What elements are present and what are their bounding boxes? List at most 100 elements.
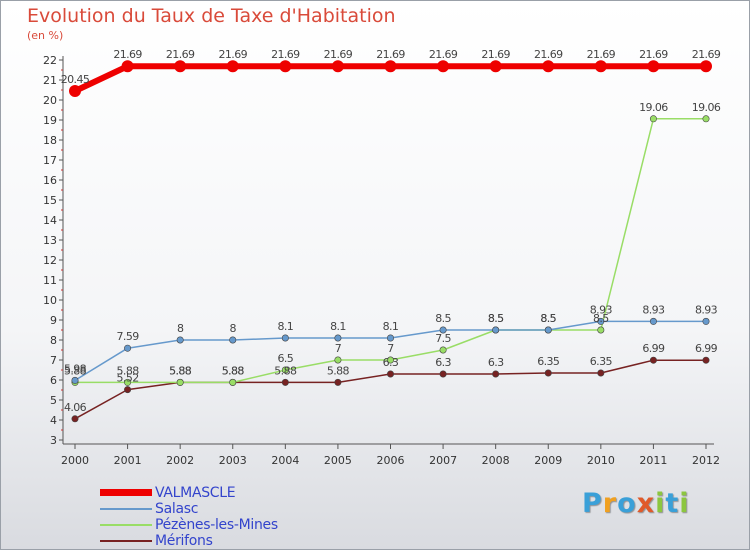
data-label: 8.5 [435, 312, 451, 325]
data-label: 8.93 [642, 303, 665, 316]
y-tick-label: 21 [43, 74, 57, 87]
data-label: 21.69 [587, 48, 616, 61]
data-point [386, 356, 394, 364]
y-tick-label: 11 [43, 274, 57, 287]
data-label: 20.45 [61, 73, 90, 86]
y-tick-label: 5 [50, 394, 57, 407]
data-label: 4.06 [64, 401, 87, 414]
data-point [121, 60, 134, 73]
data-label: 21.69 [534, 48, 563, 61]
data-label: 7.59 [117, 330, 140, 343]
data-label: 5.88 [169, 364, 192, 377]
data-point [649, 317, 657, 325]
data-point [649, 115, 657, 123]
legend-label-pezenes: Pézènes-les-Mines [155, 517, 278, 533]
data-point [176, 378, 184, 386]
data-label: 21.69 [429, 48, 458, 61]
legend-swatch-valmascle [100, 489, 152, 496]
data-label: 21.69 [271, 48, 300, 61]
data-point [492, 370, 500, 378]
data-label: 5.88 [117, 364, 140, 377]
data-point [700, 60, 712, 73]
data-label: 8.5 [488, 312, 504, 325]
data-point [334, 378, 342, 386]
x-tick-label: 2012 [692, 454, 720, 467]
legend-swatch-salasc [100, 508, 152, 510]
data-point [331, 60, 344, 73]
data-point [597, 317, 605, 325]
data-label: 6.5 [277, 352, 293, 365]
x-tick-label: 2005 [324, 454, 352, 467]
legend: VALMASCLE Salasc Pézènes-les-Mines Mérif… [100, 485, 360, 549]
data-point [702, 115, 710, 123]
x-tick-label: 2011 [639, 454, 667, 467]
y-tick-label: 18 [43, 134, 57, 147]
data-label: 5.88 [222, 364, 245, 377]
data-label: 5.88 [274, 364, 297, 377]
x-tick-label: 2000 [61, 454, 89, 467]
y-tick-label: 15 [43, 194, 57, 207]
legend-label-valmascle: VALMASCLE [155, 485, 236, 501]
data-label: 7.5 [435, 332, 451, 345]
logo-letter: x [636, 488, 656, 519]
y-tick-label: 4 [50, 414, 57, 427]
data-label: 7 [387, 342, 394, 355]
data-point [71, 376, 79, 384]
y-tick-label: 20 [43, 94, 57, 107]
x-tick-label: 2002 [166, 454, 194, 467]
data-label: 6.35 [537, 355, 560, 368]
data-label: 21.69 [692, 48, 721, 61]
y-tick-label: 3 [50, 434, 57, 447]
data-label: 5.88 [169, 364, 192, 377]
data-point [594, 60, 607, 73]
data-point [281, 334, 289, 342]
data-point [334, 334, 342, 342]
data-point [544, 326, 552, 334]
data-point [542, 60, 555, 73]
data-label: 8.1 [330, 320, 346, 333]
data-point [279, 60, 292, 73]
data-label: 8.93 [590, 303, 613, 316]
y-tick-label: 12 [43, 254, 57, 267]
data-label: 8.5 [540, 312, 556, 325]
data-label: 6.99 [642, 342, 665, 355]
logo-letter: o [617, 488, 637, 519]
legend-swatch-merifons [100, 540, 152, 542]
y-tick-label: 8 [50, 334, 57, 347]
data-point [439, 370, 447, 378]
data-point [544, 369, 552, 377]
proxiti-logo: Proxiti [582, 488, 690, 519]
data-point [597, 369, 605, 377]
data-point [386, 334, 394, 342]
data-point [439, 346, 447, 354]
legend-label-salasc: Salasc [155, 501, 199, 517]
x-tick-label: 2001 [114, 454, 142, 467]
data-point [647, 60, 660, 73]
data-point [281, 378, 289, 386]
x-tick-label: 2007 [429, 454, 457, 467]
logo-letter: t [665, 488, 680, 519]
data-label: 8.5 [593, 312, 609, 325]
y-tick-label: 6 [50, 374, 57, 387]
data-label: 8.93 [695, 303, 718, 316]
data-label: 8.1 [277, 320, 293, 333]
y-tick-label: 10 [43, 294, 57, 307]
y-tick-label: 22 [43, 54, 57, 67]
data-point [174, 60, 187, 73]
data-point [384, 60, 397, 73]
data-label: 21.69 [324, 48, 353, 61]
data-point [437, 60, 450, 73]
legend-swatch-pezenes [100, 524, 152, 526]
data-label: 8.5 [540, 312, 556, 325]
data-label: 8 [230, 322, 237, 335]
data-label: 8.1 [383, 320, 399, 333]
x-tick-label: 2008 [482, 454, 510, 467]
legend-item-valmascle: VALMASCLE [100, 485, 360, 501]
y-tick-label: 14 [43, 214, 57, 227]
data-point [649, 356, 657, 364]
data-label: 6.3 [488, 356, 504, 369]
data-point [124, 344, 132, 352]
x-tick-label: 2003 [219, 454, 247, 467]
data-point [492, 326, 500, 334]
